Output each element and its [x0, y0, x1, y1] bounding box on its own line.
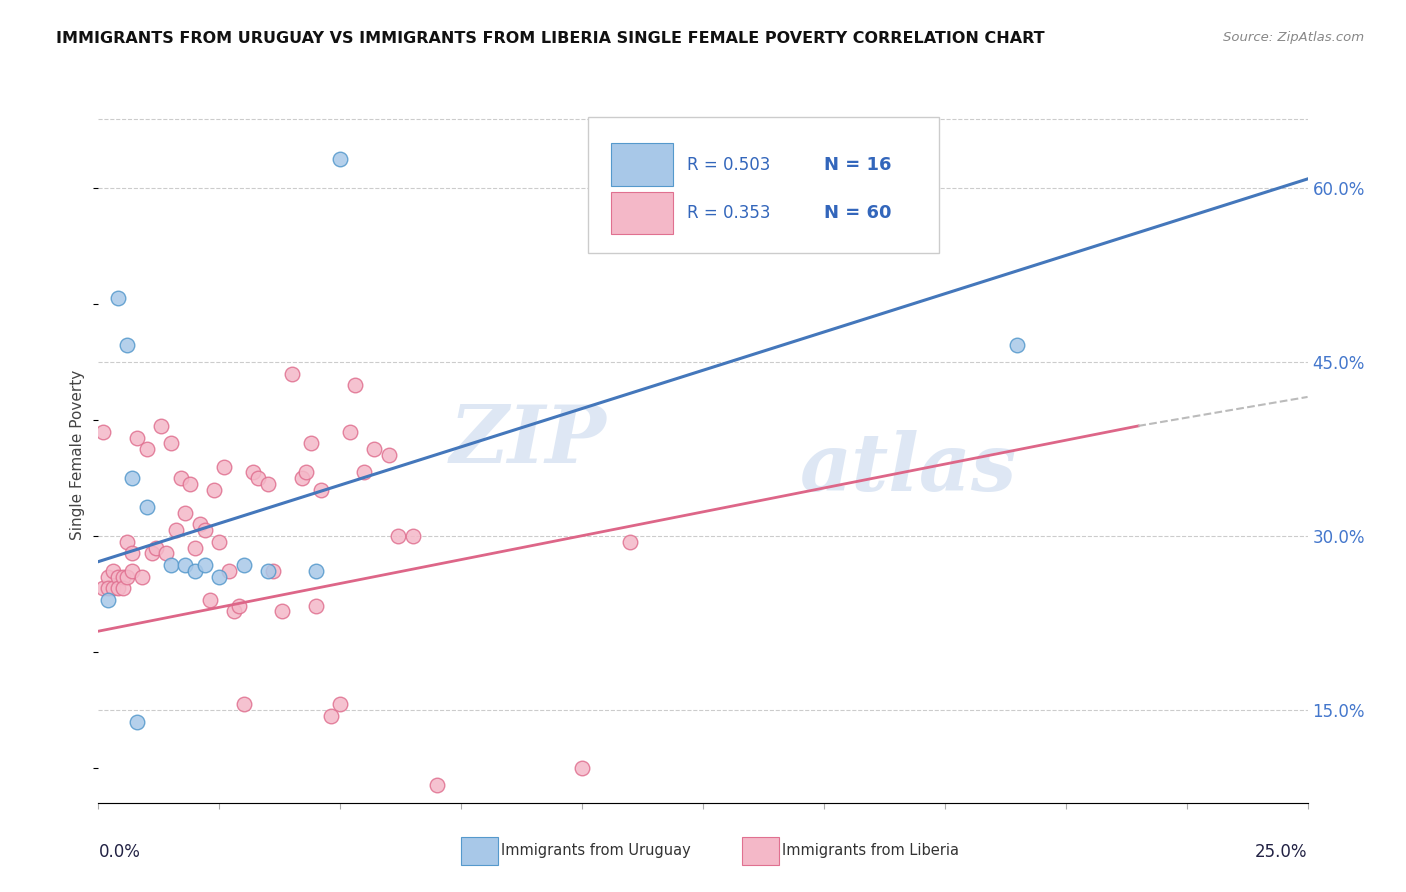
Point	[179, 476, 201, 491]
Point	[107, 582, 129, 596]
Point	[256, 564, 278, 578]
Text: N = 16: N = 16	[824, 156, 891, 174]
Text: atlas: atlas	[800, 430, 1017, 508]
Point	[329, 698, 352, 712]
Point	[111, 570, 134, 584]
Point	[363, 442, 385, 457]
Text: Source: ZipAtlas.com: Source: ZipAtlas.com	[1223, 31, 1364, 45]
Point	[184, 564, 207, 578]
Point	[174, 506, 197, 520]
Point	[281, 367, 304, 381]
Point	[131, 570, 153, 584]
Point	[194, 523, 217, 537]
Point	[353, 466, 375, 480]
Point	[256, 476, 278, 491]
Point	[121, 546, 143, 561]
Point	[290, 471, 312, 485]
Text: 25.0%: 25.0%	[1256, 844, 1308, 862]
Point	[232, 698, 254, 712]
Point	[127, 714, 149, 729]
Point	[165, 523, 187, 537]
Point	[160, 558, 183, 573]
Point	[155, 546, 177, 561]
Point	[309, 483, 332, 497]
Text: Immigrants from Uruguay: Immigrants from Uruguay	[501, 844, 690, 858]
Point	[135, 442, 157, 457]
Text: R = 0.503: R = 0.503	[688, 156, 770, 174]
Point	[402, 529, 425, 543]
Point	[91, 425, 114, 439]
Point	[91, 582, 114, 596]
Point	[184, 541, 207, 555]
Point	[117, 570, 139, 584]
Point	[127, 431, 149, 445]
Point	[262, 564, 284, 578]
Point	[1007, 338, 1029, 352]
Point	[319, 708, 342, 723]
Point	[97, 592, 120, 607]
Point	[228, 599, 250, 613]
Y-axis label: Single Female Poverty: Single Female Poverty	[70, 370, 86, 540]
Point	[305, 564, 328, 578]
Text: R = 0.353: R = 0.353	[688, 203, 770, 222]
Point	[343, 378, 366, 392]
Text: IMMIGRANTS FROM URUGUAY VS IMMIGRANTS FROM LIBERIA SINGLE FEMALE POVERTY CORRELA: IMMIGRANTS FROM URUGUAY VS IMMIGRANTS FR…	[56, 31, 1045, 46]
Point	[111, 582, 134, 596]
Point	[169, 471, 191, 485]
Point	[339, 425, 361, 439]
Point	[135, 500, 157, 514]
Point	[387, 529, 409, 543]
Point	[198, 592, 221, 607]
Point	[571, 761, 593, 775]
Point	[222, 605, 245, 619]
Point	[208, 570, 231, 584]
Point	[145, 541, 167, 555]
Point	[247, 471, 270, 485]
Point	[208, 535, 231, 549]
Point	[299, 436, 322, 450]
Point	[160, 436, 183, 450]
FancyBboxPatch shape	[612, 192, 673, 235]
FancyBboxPatch shape	[588, 118, 939, 253]
Text: Immigrants from Liberia: Immigrants from Liberia	[782, 844, 959, 858]
Point	[107, 291, 129, 305]
Point	[150, 419, 173, 434]
Text: N = 60: N = 60	[824, 203, 891, 222]
Point	[426, 778, 449, 792]
Point	[117, 338, 139, 352]
Point	[174, 558, 197, 573]
Point	[194, 558, 217, 573]
Point	[107, 570, 129, 584]
Text: ZIP: ZIP	[450, 402, 606, 480]
FancyBboxPatch shape	[612, 144, 673, 186]
Point	[295, 466, 318, 480]
Point	[117, 535, 139, 549]
Point	[204, 483, 226, 497]
Point	[305, 599, 328, 613]
Point	[97, 582, 120, 596]
Point	[218, 564, 240, 578]
Point	[619, 535, 641, 549]
Point	[121, 471, 143, 485]
Point	[101, 564, 124, 578]
Point	[101, 582, 124, 596]
Point	[212, 459, 235, 474]
Text: 0.0%: 0.0%	[98, 844, 141, 862]
Point	[97, 570, 120, 584]
Point	[329, 152, 352, 166]
Point	[121, 564, 143, 578]
Point	[232, 558, 254, 573]
Point	[188, 517, 211, 532]
Point	[242, 466, 264, 480]
Point	[377, 448, 399, 462]
Point	[271, 605, 294, 619]
Point	[141, 546, 163, 561]
